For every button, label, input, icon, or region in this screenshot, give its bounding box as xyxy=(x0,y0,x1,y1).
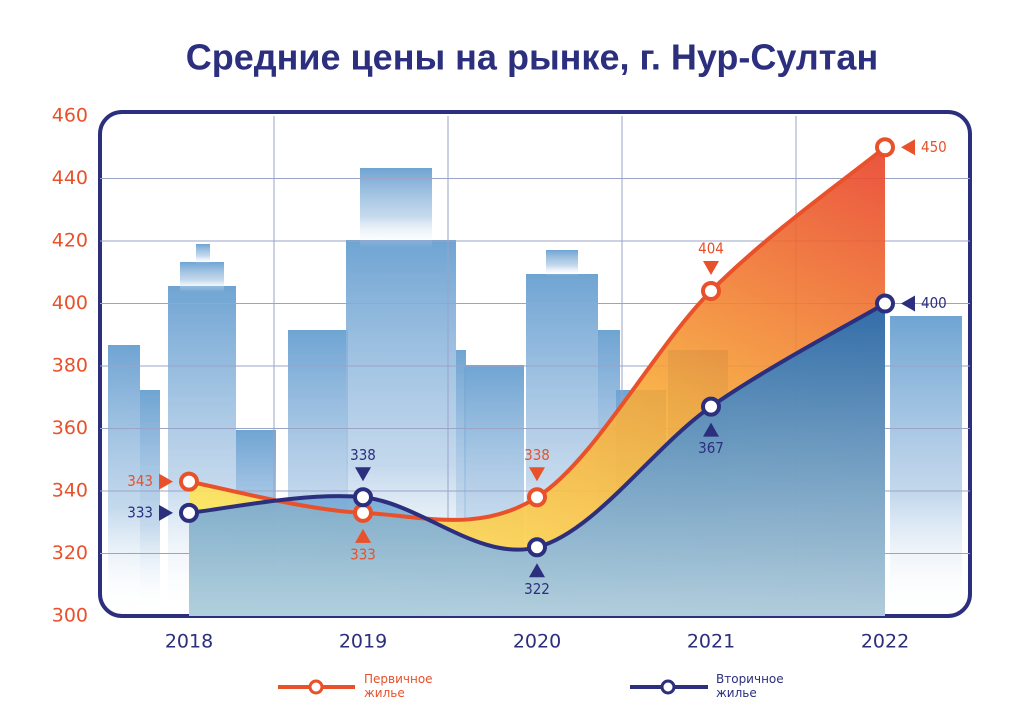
legend-label: Первичное жилье xyxy=(364,672,433,700)
legend-marker xyxy=(308,679,324,695)
point xyxy=(179,502,199,523)
plot: 343 333 338 404 450 333 338 322 367 400 xyxy=(127,137,947,616)
label-pointer xyxy=(901,295,915,312)
point xyxy=(353,487,373,508)
y-tick-label: 340 xyxy=(52,480,88,502)
value-label: 367 xyxy=(698,439,724,457)
value-label: 333 xyxy=(350,545,376,563)
point xyxy=(701,396,721,417)
y-tick-label: 460 xyxy=(52,105,88,127)
x-tick-label: 2019 xyxy=(339,631,387,653)
label-pointer xyxy=(901,139,915,156)
label-pointer xyxy=(159,473,173,490)
legend-marker xyxy=(660,679,676,695)
y-tick-label: 360 xyxy=(52,417,88,439)
label-pointer xyxy=(159,504,173,521)
point xyxy=(527,487,547,508)
value-label: 333 xyxy=(127,503,153,521)
point xyxy=(875,137,895,158)
label-pointer xyxy=(703,261,719,275)
point xyxy=(527,537,547,558)
legend-label: Вторичное жилье xyxy=(716,672,784,700)
value-label: 404 xyxy=(698,240,724,258)
value-label: 338 xyxy=(524,446,550,464)
y-tick-label: 440 xyxy=(52,167,88,189)
y-tick-label: 380 xyxy=(52,355,88,377)
label-pointer xyxy=(529,467,545,482)
chart-title: Средние цены на рынке, г. Нур-Султан xyxy=(186,37,878,78)
x-tick-label: 2021 xyxy=(687,631,735,653)
label-pointer xyxy=(355,467,371,482)
value-label: 343 xyxy=(127,472,153,490)
value-label: 450 xyxy=(921,138,947,156)
x-tick-label: 2018 xyxy=(165,631,213,653)
point xyxy=(875,293,895,314)
series-line xyxy=(188,145,887,522)
y-tick-label: 420 xyxy=(52,230,88,252)
legend xyxy=(278,679,708,695)
label-pointer xyxy=(529,563,545,578)
x-tick-label: 2022 xyxy=(861,631,909,653)
y-tick-label: 320 xyxy=(52,542,88,564)
y-tick-label: 300 xyxy=(52,605,88,627)
x-tick-label: 2020 xyxy=(513,631,561,653)
value-label: 322 xyxy=(524,580,550,598)
point xyxy=(353,502,373,523)
label-pointer xyxy=(703,422,719,437)
point xyxy=(701,281,721,301)
label-pointer xyxy=(355,528,371,543)
value-label: 400 xyxy=(921,294,947,312)
value-label: 338 xyxy=(350,446,376,464)
point xyxy=(179,471,199,492)
y-tick-label: 400 xyxy=(52,292,88,314)
